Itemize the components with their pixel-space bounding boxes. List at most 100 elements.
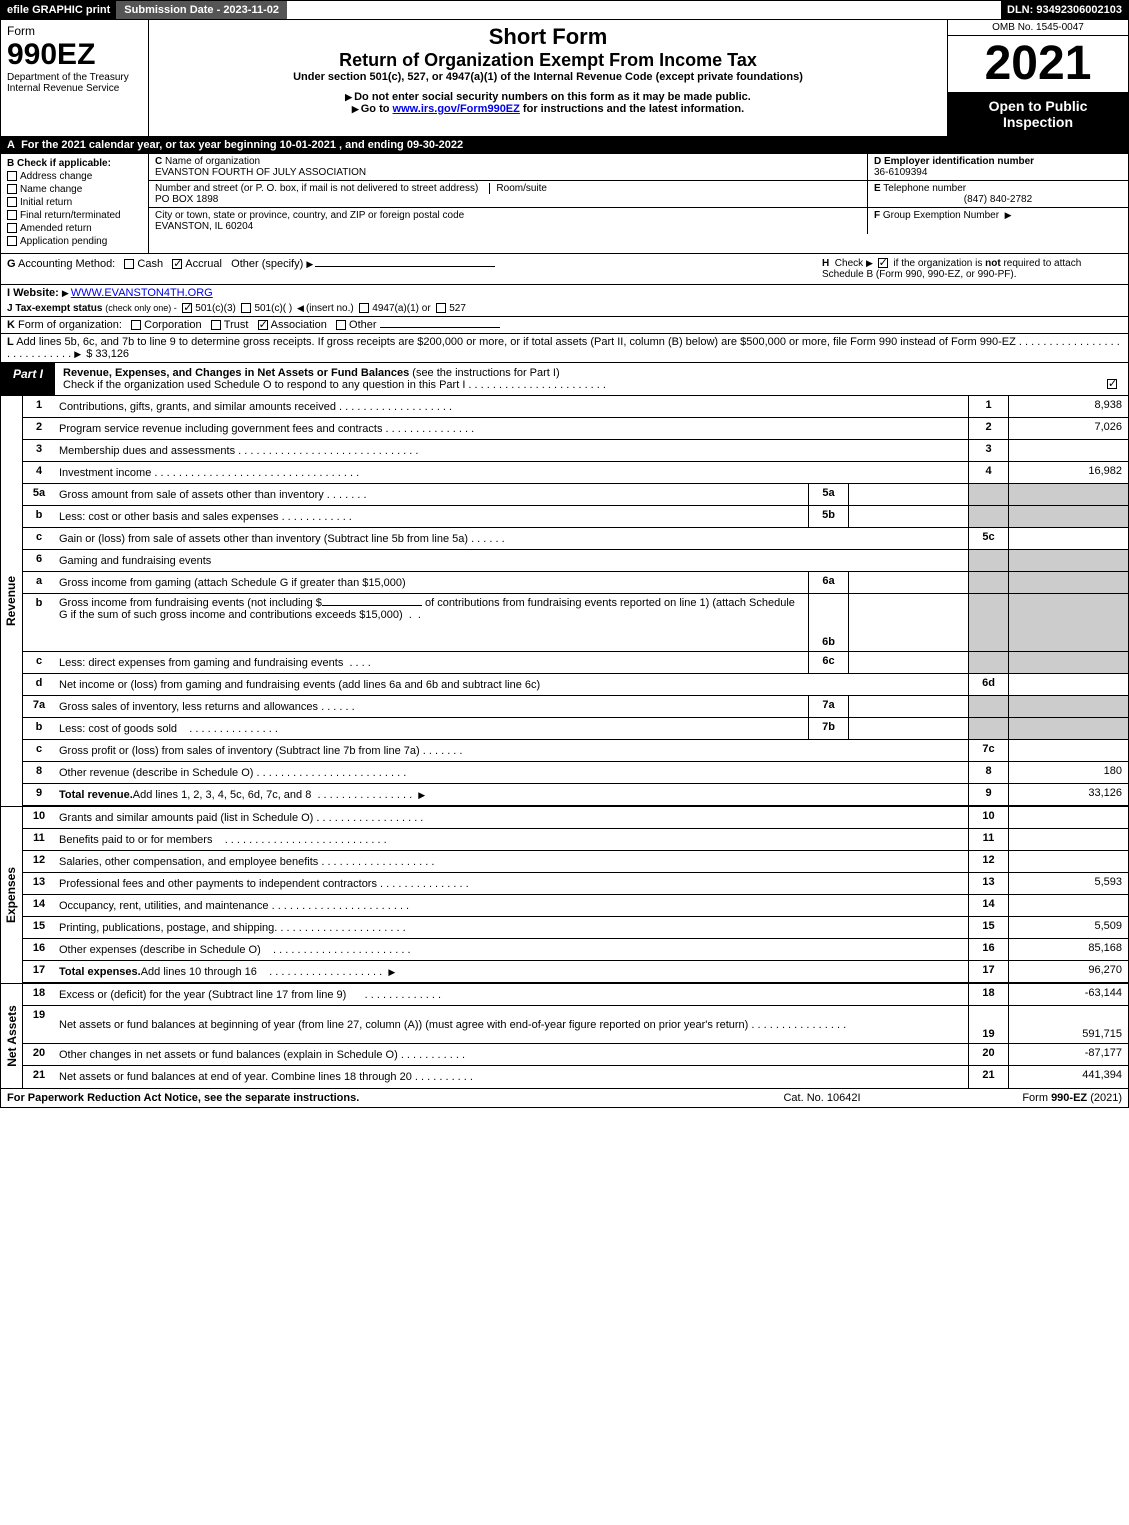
l6c-subval (848, 652, 968, 673)
l6c-desc: Less: direct expenses from gaming and fu… (59, 657, 343, 669)
netassets-side-label: Net Assets (1, 984, 23, 1088)
form-number: 990EZ (7, 38, 142, 72)
chk-name-change-label: Name change (20, 184, 82, 195)
l17-desc: Total expenses. (59, 966, 141, 978)
chk-amended-return-label: Amended return (20, 223, 92, 234)
l17-desc2: Add lines 10 through 16 (141, 966, 257, 978)
chk-501c3[interactable] (182, 303, 192, 313)
dept-irs: Internal Revenue Service (7, 83, 142, 94)
chk-other[interactable] (336, 320, 346, 330)
chk-527[interactable] (436, 303, 446, 313)
J-note: (check only one) - (105, 303, 177, 313)
chk-address-change[interactable]: Address change (7, 171, 142, 182)
l9-val: 33,126 (1008, 784, 1128, 805)
l7a-subval (848, 696, 968, 717)
chk-amended-return[interactable]: Amended return (7, 223, 142, 234)
l6b-desc: Gross income from fundraising events (no… (59, 597, 322, 609)
line-7c: cGross profit or (loss) from sales of in… (23, 740, 1128, 762)
l16-desc: Other expenses (describe in Schedule O) (59, 944, 261, 956)
line-5b: bLess: cost or other basis and sales exp… (23, 506, 1128, 528)
chk-501c[interactable] (241, 303, 251, 313)
org-name: EVANSTON FOURTH OF JULY ASSOCIATION (155, 167, 366, 178)
website-link[interactable]: WWW.EVANSTON4TH.ORG (71, 287, 213, 299)
info-block: B Check if applicable: Address change Na… (0, 154, 1129, 254)
room-suite-label: Room/suite (489, 183, 547, 194)
row-K: K Form of organization: Corporation Trus… (0, 317, 1129, 334)
K-other-input[interactable] (380, 327, 500, 328)
chk-application-pending[interactable]: Application pending (7, 236, 142, 247)
l15-desc: Printing, publications, postage, and shi… (59, 922, 277, 934)
chk-cash[interactable] (124, 259, 134, 269)
l4-val: 16,982 (1008, 462, 1128, 483)
chk-4947[interactable] (359, 303, 369, 313)
l8-val: 180 (1008, 762, 1128, 783)
l6-desc: Gaming and fundraising events (59, 555, 211, 567)
revenue-table: Revenue 1Contributions, gifts, grants, a… (0, 396, 1129, 806)
line-7b: bLess: cost of goods sold . . . . . . . … (23, 718, 1128, 740)
instr-2: Go to www.irs.gov/Form990EZ for instruct… (155, 103, 941, 115)
header-middle: Short Form Return of Organization Exempt… (149, 20, 948, 136)
l5a-desc: Gross amount from sale of assets other t… (59, 489, 324, 501)
line-6a: aGross income from gaming (attach Schedu… (23, 572, 1128, 594)
C-city: City or town, state or province, country… (149, 208, 868, 234)
l5b-desc: Less: cost or other basis and sales expe… (59, 511, 279, 523)
footer-left: For Paperwork Reduction Act Notice, see … (7, 1092, 722, 1104)
part1-title: Revenue, Expenses, and Changes in Net As… (55, 363, 1128, 395)
instr-1: Do not enter social security numbers on … (155, 91, 941, 103)
badge-line1: Open to Public (952, 98, 1124, 114)
F-label: Group Exemption Number (883, 210, 999, 221)
chk-trust[interactable] (211, 320, 221, 330)
chk-final-return-label: Final return/terminated (20, 210, 121, 221)
line-16: 16Other expenses (describe in Schedule O… (23, 939, 1128, 961)
J-insert-no: (insert no.) (306, 303, 354, 314)
chk-initial-return[interactable]: Initial return (7, 197, 142, 208)
chk-corp[interactable] (131, 320, 141, 330)
G-cash-label: Cash (137, 258, 163, 270)
submission-date: Submission Date - 2023-11-02 (116, 1, 287, 19)
L-text: Add lines 5b, 6c, and 7b to line 9 to de… (16, 336, 1016, 348)
irs-link[interactable]: www.irs.gov/Form990EZ (393, 103, 520, 115)
chk-accrual[interactable] (172, 259, 182, 269)
l14-desc: Occupancy, rent, utilities, and maintena… (59, 900, 269, 912)
G-accrual-label: Accrual (185, 258, 222, 270)
chk-final-return[interactable]: Final return/terminated (7, 210, 142, 221)
H-not: not (985, 258, 1001, 269)
line-12: 12Salaries, other compensation, and empl… (23, 851, 1128, 873)
l6b-subval (848, 594, 968, 651)
line-7a: 7aGross sales of inventory, less returns… (23, 696, 1128, 718)
line-20: 20Other changes in net assets or fund ba… (23, 1044, 1128, 1066)
l7c-desc: Gross profit or (loss) from sales of inv… (59, 745, 420, 757)
chk-initial-return-label: Initial return (20, 197, 72, 208)
H-pre: Check (835, 258, 863, 269)
header-right: OMB No. 1545-0047 2021 Open to Public In… (948, 20, 1128, 136)
footer-catno: Cat. No. 10642I (722, 1092, 922, 1104)
badge-line2: Inspection (952, 114, 1124, 130)
dln-label: DLN: 93492306002103 (1001, 1, 1128, 19)
C-name-label: Name of organization (165, 156, 260, 167)
l7b-subval (848, 718, 968, 739)
line-6: 6Gaming and fundraising events (23, 550, 1128, 572)
l6b-input[interactable] (322, 605, 422, 606)
line-13: 13Professional fees and other payments t… (23, 873, 1128, 895)
line-19: 19Net assets or fund balances at beginni… (23, 1006, 1128, 1044)
chk-name-change[interactable]: Name change (7, 184, 142, 195)
line-6b: bGross income from fundraising events (n… (23, 594, 1128, 652)
l21-desc: Net assets or fund balances at end of ye… (59, 1071, 412, 1083)
l1-val: 8,938 (1008, 396, 1128, 417)
section-CDEF: C Name of organization EVANSTON FOURTH O… (149, 154, 1128, 253)
netassets-table: Net Assets 18Excess or (deficit) for the… (0, 983, 1129, 1089)
expenses-side-label: Expenses (1, 807, 23, 983)
line-11: 11Benefits paid to or for members . . . … (23, 829, 1128, 851)
l12-val (1008, 851, 1128, 872)
l4-desc: Investment income (59, 467, 151, 479)
title-short: Short Form (155, 24, 941, 50)
chk-schedO[interactable] (1107, 379, 1117, 389)
G-accounting: G Accounting Method: Cash Accrual Other … (7, 258, 822, 280)
G-other-input[interactable] (315, 266, 495, 267)
l5b-subval (848, 506, 968, 527)
efile-label[interactable]: efile GRAPHIC print (1, 1, 116, 19)
chk-H[interactable] (878, 258, 888, 268)
E-phone: E Telephone number (847) 840-2782 (868, 181, 1128, 207)
chk-assoc[interactable] (258, 320, 268, 330)
omb-no: OMB No. 1545-0047 (948, 20, 1128, 36)
